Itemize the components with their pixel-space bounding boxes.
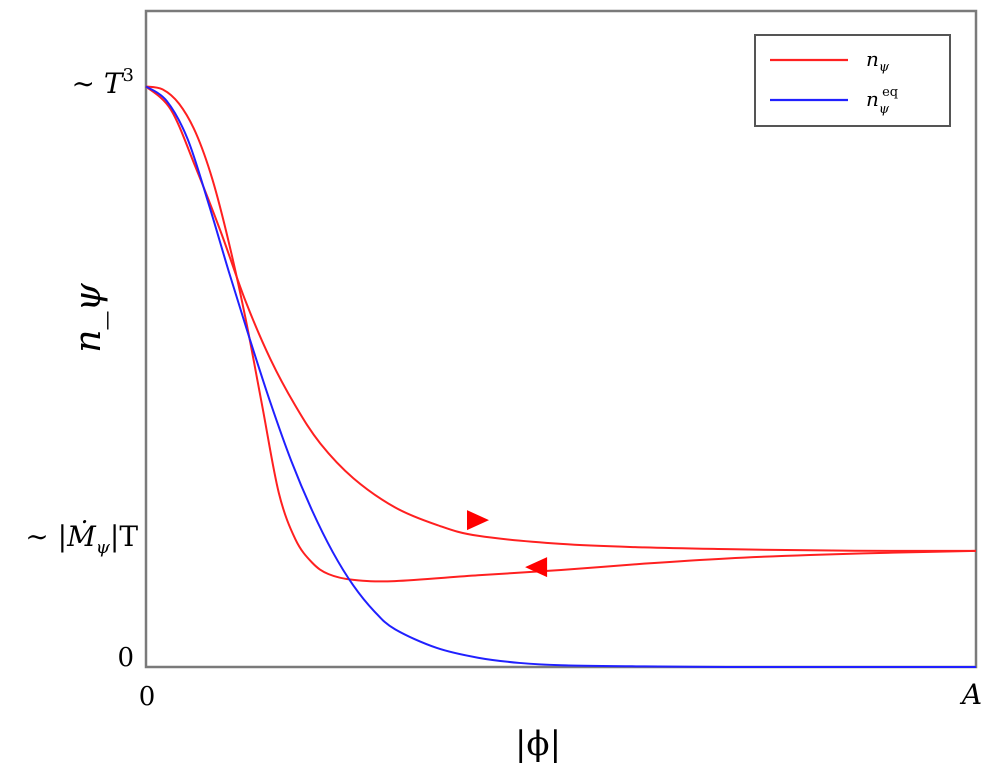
- arrow-layer: [467, 510, 548, 578]
- y-tick-t3-prefix: ∼: [71, 67, 103, 100]
- y-tick-label-t3: ∼ T3: [71, 65, 134, 100]
- y-tick-mdot-main: Ṁ: [66, 520, 97, 553]
- x-axis-label: |ϕ|: [515, 724, 561, 764]
- series-0-direction-arrow-0: [467, 510, 489, 531]
- x-tick-label-0: 0: [139, 682, 156, 712]
- y-tick-label-0: 0: [117, 643, 134, 673]
- y-tick-mdot-suffix: |T: [110, 520, 138, 553]
- legend-label-n-psi-eq: nψ eq: [866, 85, 898, 117]
- y-tick-label-mdot: ∼ |Ṁψ|T: [25, 520, 138, 558]
- legend: nψ nψeq: [754, 34, 951, 127]
- x-tick-label-A: A: [959, 678, 982, 711]
- legend-box: [754, 34, 951, 127]
- legend-n-psi-eq-sup: eq: [882, 85, 898, 100]
- y-tick-t3-main: T: [104, 67, 125, 100]
- series-0-direction-arrow-1: [525, 557, 548, 578]
- legend-n-psi-eq-main: n: [866, 87, 879, 111]
- y-tick-mdot-sub: ψ: [96, 537, 111, 558]
- series-1-segment-0-line: [145, 85, 976, 669]
- y-tick-t3-sup: 3: [123, 65, 134, 86]
- legend-label-n-psi: nψ: [866, 47, 890, 75]
- y-axis-label: n_ψ: [68, 283, 109, 353]
- series-layer: [145, 85, 977, 669]
- legend-n-psi-main: n: [866, 47, 879, 71]
- series-0-segment-0-line: [145, 85, 977, 552]
- legend-n-psi-sub: ψ: [879, 60, 890, 75]
- legend-n-psi-eq-sub: ψ: [879, 102, 890, 117]
- series-0-segment-1-line: [145, 85, 977, 583]
- y-tick-mdot-prefix: ∼ |: [25, 520, 67, 553]
